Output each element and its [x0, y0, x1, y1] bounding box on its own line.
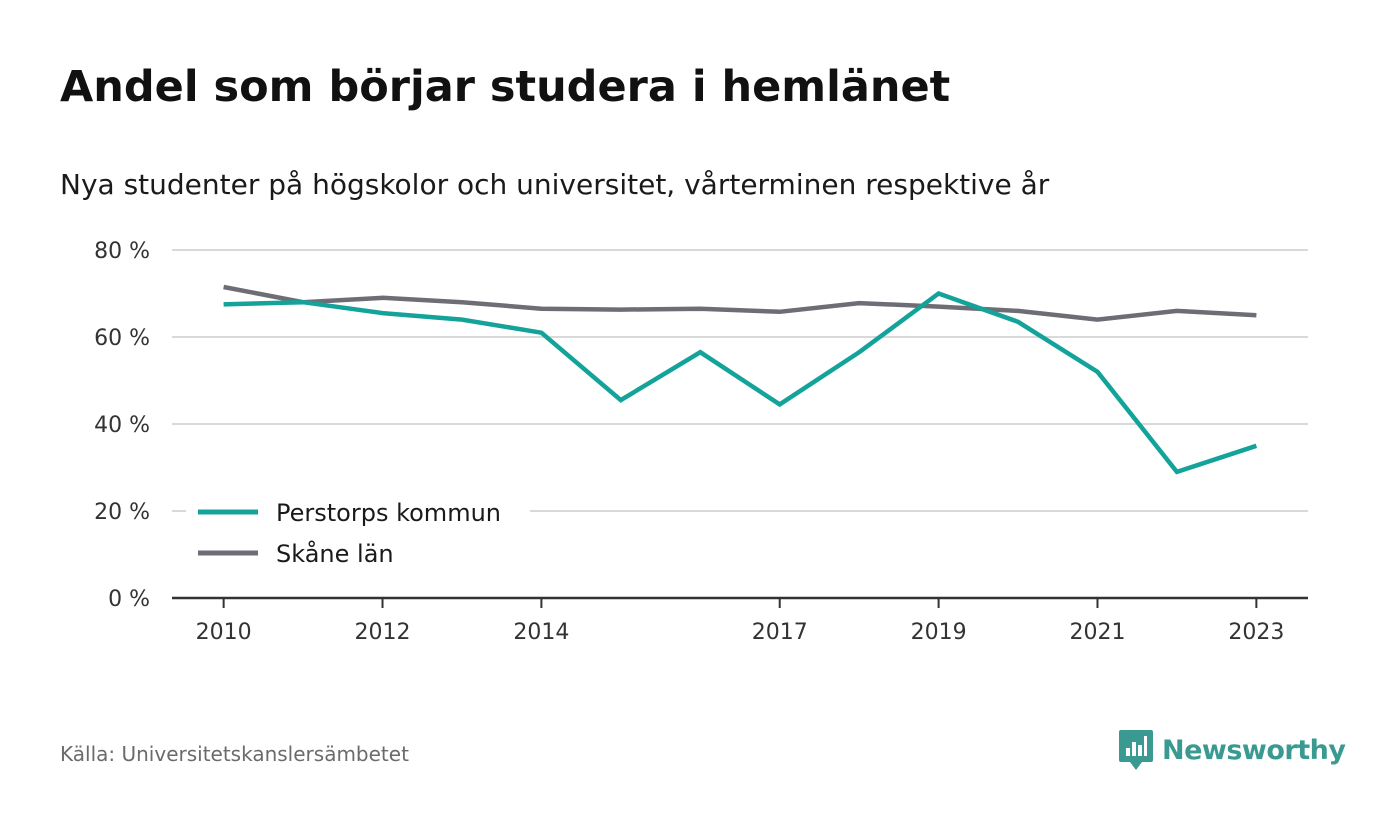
y-tick-label: 60 % — [94, 326, 150, 351]
x-axis-ticks: 2010 2012 2014 2017 2019 2021 2023 — [172, 596, 1308, 645]
legend-label: Perstorps kommun — [276, 499, 501, 527]
source-note: Källa: Universitetskanslersämbetet — [60, 742, 409, 766]
brand-logo: Newsworthy — [1118, 728, 1346, 772]
y-tick-label: 20 % — [94, 500, 150, 525]
chart-subtitle: Nya studenter på högskolor och universit… — [60, 168, 1050, 201]
legend: Perstorps kommun Skåne län — [186, 490, 530, 584]
x-tick-label: 2012 — [355, 620, 411, 645]
legend-label: Skåne län — [276, 539, 394, 568]
y-axis-ticks: 0 % 20 % 40 % 60 % 80 % — [94, 239, 150, 612]
y-tick-label: 40 % — [94, 413, 150, 438]
newsworthy-logo-icon — [1119, 730, 1153, 770]
legend-background — [186, 490, 530, 584]
x-tick-label: 2019 — [911, 620, 967, 645]
x-tick-label: 2021 — [1069, 620, 1125, 645]
series-lines — [223, 284, 1258, 475]
series-line — [223, 290, 1258, 475]
line-chart: 0 % 20 % 40 % 60 % 80 % 2010 2012 2014 2017 2019… — [94, 239, 1308, 645]
x-tick-label: 2023 — [1228, 620, 1284, 645]
y-tick-label: 0 % — [108, 587, 150, 612]
x-tick-label: 2010 — [196, 620, 252, 645]
chart-title: Andel som börjar studera i hemlänet — [60, 62, 951, 112]
brand-name: Newsworthy — [1162, 734, 1346, 766]
y-tick-label: 80 % — [94, 239, 150, 264]
x-tick-label: 2017 — [752, 620, 808, 645]
x-tick-label: 2014 — [513, 620, 569, 645]
series-line — [223, 284, 1257, 322]
